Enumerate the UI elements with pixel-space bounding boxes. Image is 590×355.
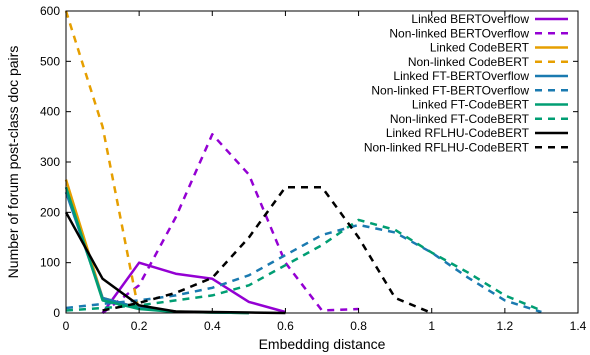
legend-label: Non-linked FT-BERTOverflow — [371, 83, 529, 97]
legend-label: Linked FT-BERTOverflow — [393, 69, 529, 83]
legend-label: Linked BERTOverflow — [411, 12, 529, 26]
x-tick-label: 0.4 — [204, 319, 221, 333]
y-tick-label: 600 — [40, 4, 60, 18]
legend-label: Non-linked BERTOverflow — [389, 26, 529, 40]
y-tick-label: 100 — [40, 256, 60, 270]
y-axis-label: Number of forum post-class doc pairs — [5, 46, 21, 279]
series-line-1 — [101, 261, 286, 314]
legend-label: Linked RFLHU-CodeBERT — [386, 126, 530, 140]
ticks-layer: 0 0.2 0.4 0.6 0.8 1 1.2 1.4 0 100 200 300 400 500 600 — [40, 4, 587, 333]
legend-label: Non-linked CodeBERT — [408, 55, 530, 69]
legend-label: Non-linked RFLHU-CodeBERT — [364, 140, 530, 154]
y-tick-label: 0 — [53, 306, 60, 320]
series-line-10 — [102, 185, 433, 315]
y-tick-label: 300 — [40, 155, 60, 169]
y-tick-label: 200 — [40, 205, 60, 219]
x-tick-label: 0.6 — [277, 319, 294, 333]
x-tick-label: 0.2 — [131, 319, 148, 333]
series-line-8 — [65, 218, 542, 312]
legend-label: Linked CodeBERT — [430, 41, 530, 55]
series-line-2 — [101, 133, 359, 314]
x-tick-label: 0.8 — [350, 319, 367, 333]
series-line-6 — [65, 223, 542, 314]
x-tick-label: 1.4 — [570, 319, 587, 333]
series-line-4 — [64, 10, 141, 314]
legend-label: Non-linked FT-CodeBERT — [390, 112, 530, 126]
y-tick-label: 500 — [40, 54, 60, 68]
series-line-9 — [64, 211, 286, 315]
x-tick-label: 1.2 — [497, 319, 514, 333]
x-tick-label: 0 — [63, 319, 70, 333]
legend-label: Linked FT-CodeBERT — [412, 98, 530, 112]
x-tick-label: 1 — [428, 319, 435, 333]
y-tick-label: 400 — [40, 105, 60, 119]
x-axis-label: Embedding distance — [259, 336, 386, 352]
